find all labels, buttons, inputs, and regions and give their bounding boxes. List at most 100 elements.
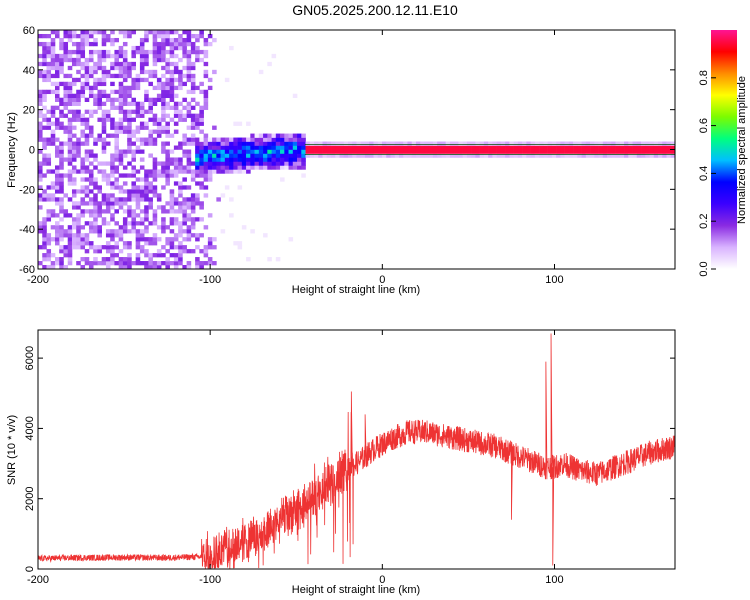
colorbar-gradient xyxy=(711,30,737,269)
spectrogram-cell xyxy=(428,141,434,146)
spectrogram-cell xyxy=(534,145,540,150)
spectrogram-cell xyxy=(178,165,183,170)
spectrogram-cell xyxy=(475,153,480,158)
spectrogram-cell xyxy=(636,149,642,154)
spectrogram-cell xyxy=(80,241,86,246)
spectrogram-cell xyxy=(122,125,128,130)
spectrogram-cell xyxy=(590,141,595,146)
spectrogram-cell xyxy=(186,77,192,83)
spectrogram-cell xyxy=(607,145,612,150)
spectrogram-cell xyxy=(63,81,69,87)
spectrogram-cell xyxy=(288,133,294,138)
spectrogram-cell xyxy=(42,173,47,178)
spectrogram-cell xyxy=(195,57,200,63)
spectrogram-cell xyxy=(233,241,238,246)
spectrogram-cell xyxy=(581,153,587,158)
spectrogram-cell xyxy=(118,105,124,110)
spectrogram-cell xyxy=(110,185,115,190)
spectrogram-cell xyxy=(88,261,94,266)
spectrogram-cell xyxy=(135,149,141,154)
spectrogram-cell xyxy=(224,157,230,162)
spectrogram-cell xyxy=(122,149,128,154)
spectrogram-cell xyxy=(173,161,179,166)
spectrogram-cell xyxy=(84,33,90,39)
spectrogram-cell xyxy=(122,30,128,35)
spectrogram-cell xyxy=(59,165,64,170)
spectrogram-cell xyxy=(182,105,187,110)
spectrogram-cell xyxy=(203,261,209,266)
spectrogram-cell xyxy=(76,101,81,106)
spectrogram-cell xyxy=(305,141,311,146)
spectrogram-cell xyxy=(127,197,132,202)
spectrogram-cell xyxy=(165,173,170,178)
spectrogram-cell xyxy=(297,141,302,146)
spectrogram-cell xyxy=(207,177,213,182)
spectrogram-cell xyxy=(483,145,489,150)
spectrogram-cell xyxy=(411,145,417,150)
spectrogram-cell xyxy=(207,169,213,174)
spectrogram-cell xyxy=(479,141,485,146)
spectrogram-cell xyxy=(71,97,77,102)
spectrogram-cell xyxy=(254,165,260,170)
spectrogram-cell xyxy=(539,149,544,154)
spectrogram-cell xyxy=(615,149,621,154)
spectrogram-cell xyxy=(144,141,149,146)
spectrogram-cell xyxy=(297,149,302,154)
spectrogram-cell xyxy=(662,145,667,150)
spectrogram-cell xyxy=(131,149,136,154)
spectrogram-cell xyxy=(122,109,128,114)
spectrogram-cell xyxy=(71,141,77,146)
spectrogram-cell xyxy=(156,30,162,35)
spectrogram-cell xyxy=(195,181,200,186)
spectrogram-cell xyxy=(67,149,73,154)
spectrogram-cell xyxy=(42,265,47,270)
spectrogram-cell xyxy=(178,73,183,79)
spectrogram-cell xyxy=(76,261,81,266)
spectrogram-cell xyxy=(509,149,514,154)
spectrogram-cell xyxy=(309,153,315,158)
spectrogram-cell xyxy=(369,153,374,158)
spectrogram-cell xyxy=(488,145,493,150)
spectrogram-cell xyxy=(110,101,115,106)
spectrogram-cell xyxy=(84,109,90,114)
spectrogram-cell xyxy=(122,129,128,134)
spectrogram-cell xyxy=(449,141,455,146)
spectrogram-cell xyxy=(602,149,608,154)
spectrogram-cell xyxy=(54,197,60,202)
spectrogram-cell xyxy=(318,153,323,158)
spectrogram-cell xyxy=(237,245,243,250)
spectrogram-cell xyxy=(38,97,43,102)
spectrogram-cell xyxy=(67,133,73,138)
spectrogram-cell xyxy=(169,41,175,47)
spectrogram-cell xyxy=(152,157,158,162)
spectrogram-cell xyxy=(161,117,166,122)
spectrogram-cell xyxy=(127,213,132,218)
x-tick-label: 100 xyxy=(545,574,563,586)
spectrogram-cell xyxy=(71,49,77,55)
spectrogram-cell xyxy=(46,253,52,258)
spectrogram-cell xyxy=(63,45,69,51)
spectrogram-cell xyxy=(670,141,676,146)
spectrogram-cell xyxy=(93,41,98,47)
spectrogram-cell xyxy=(139,69,145,75)
spectrogram-cell xyxy=(607,149,612,154)
spectrogram-cell xyxy=(110,213,115,218)
spectrogram-cell xyxy=(182,201,187,206)
spectrogram-cell xyxy=(590,149,595,154)
spectrogram-cell xyxy=(105,209,111,214)
spectrogram-cell xyxy=(80,117,86,122)
spectrogram-cell xyxy=(165,69,170,75)
spectrogram-cell xyxy=(59,261,64,266)
spectrogram-cell xyxy=(80,65,86,71)
spectrogram-cell xyxy=(127,145,132,150)
spectrogram-cell xyxy=(80,233,86,238)
spectrogram-cell xyxy=(101,57,107,63)
spectrogram-cell xyxy=(46,61,52,67)
spectrogram-cell xyxy=(46,69,52,75)
spectrogram-cell xyxy=(670,149,676,154)
spectrogram-cell xyxy=(71,57,77,63)
spectrogram-cell xyxy=(135,145,141,150)
spectrogram-cell xyxy=(46,33,52,39)
spectrogram-cell xyxy=(466,145,472,150)
spectrogram-cell xyxy=(93,85,98,91)
